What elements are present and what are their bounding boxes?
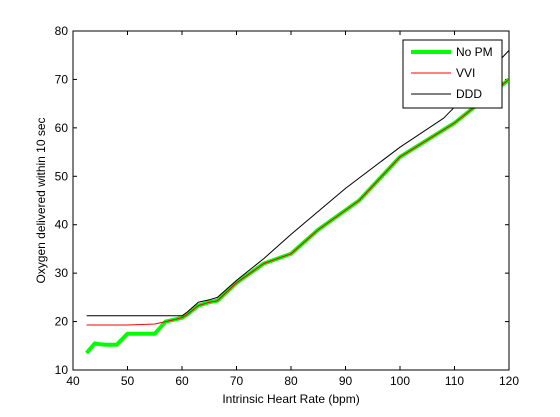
y-tick-label: 70 [55,72,69,86]
legend-label-ddd: DDD [456,87,482,101]
y-tick-label: 20 [55,315,69,329]
x-tick-label: 50 [121,374,135,388]
series-line-ddd [86,50,509,317]
x-tick-label: 100 [390,374,410,388]
x-tick-label: 80 [284,374,298,388]
y-tick-label: 50 [55,169,69,183]
series-line-vvi [86,79,509,326]
legend-label-vvi: VVI [456,66,475,80]
y-tick-label: 10 [55,363,69,377]
y-tick-label: 30 [55,266,69,280]
y-tick-label: 80 [55,24,69,38]
x-tick-label: 40 [66,374,80,388]
x-tick-label: 90 [339,374,353,388]
series-lines [85,50,509,355]
axis-ticks: 40 50 60 70 80 90 100 110 120 10 20 30 40 50 60 70 80 [55,24,520,388]
x-tick-label: 60 [175,374,189,388]
x-tick-label: 110 [445,374,464,388]
legend: No PM VVI DDD [402,39,503,109]
x-tick-label: 70 [230,374,244,388]
x-axis-label: Intrinsic Heart Rate (bpm) [222,392,359,406]
y-tick-label: 60 [55,121,69,135]
x-tick-label: 120 [499,374,519,388]
y-axis-label: Oxygen delivered within 10 sec [34,117,48,283]
legend-label-no-pm: No PM [456,45,493,59]
y-tick-label: 40 [55,218,69,232]
